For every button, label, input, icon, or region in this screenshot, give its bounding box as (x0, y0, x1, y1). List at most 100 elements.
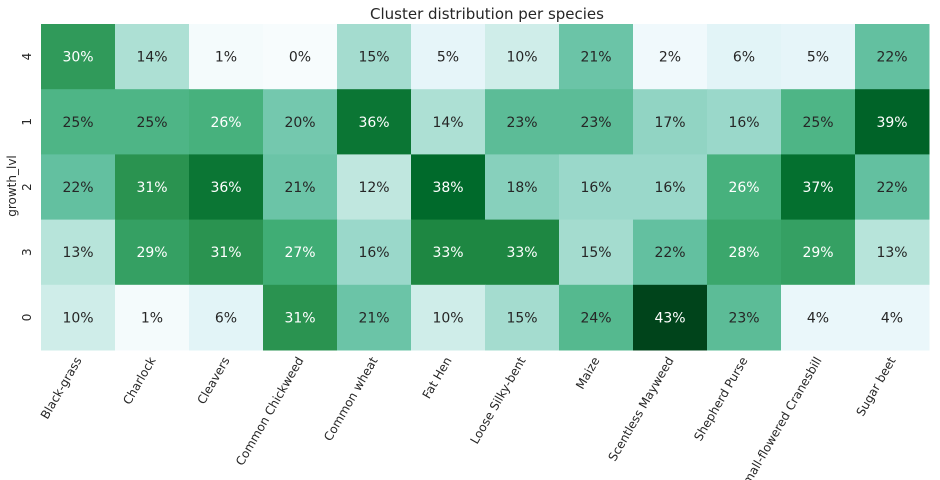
cell-value-label: 20% (284, 115, 315, 131)
x-tick-label: Sugar beet (853, 354, 898, 418)
cell-value-label: 4% (807, 310, 829, 326)
cell-value-label: 22% (876, 180, 907, 196)
cell-value-label: 36% (358, 115, 389, 131)
cell-value-label: 25% (802, 115, 833, 131)
y-tick-label: 4 (20, 53, 34, 61)
heatmap-cell (781, 24, 856, 90)
heatmap-cell (781, 154, 856, 221)
cell-value-label: 21% (284, 180, 315, 196)
heatmap-cell (189, 219, 264, 286)
y-tick-label: 0 (20, 314, 34, 322)
y-tick-labels: 4 1 2 3 0 (20, 53, 34, 321)
y-tick-label: 1 (20, 118, 34, 126)
cell-value-label: 37% (802, 180, 833, 196)
cell-value-label: 14% (432, 115, 463, 131)
cell-value-label: 33% (432, 245, 463, 261)
cell-value-label: 36% (210, 180, 241, 196)
cell-value-label: 15% (506, 310, 537, 326)
heatmap-cell (263, 284, 338, 351)
x-tick-label: Scentless Mayweed (605, 355, 676, 464)
cell-value-label: 24% (580, 310, 611, 326)
cell-value-label: 5% (437, 50, 459, 66)
heatmap-cell (263, 219, 338, 286)
heatmap-cell (559, 24, 634, 90)
heatmap-cell (707, 284, 782, 351)
cell-value-label: 25% (62, 115, 93, 131)
x-tick-label: Loose Silky-bent (467, 354, 528, 446)
cell-value-label: 16% (358, 245, 389, 261)
cell-value-label: 26% (728, 180, 759, 196)
cell-value-label: 31% (136, 180, 167, 196)
heatmap-cell (263, 89, 338, 155)
y-tick-label: 2 (20, 183, 34, 191)
x-tick-label: Shepherd Purse (691, 355, 750, 444)
cell-value-label: 10% (432, 310, 463, 326)
cell-value-label: 0% (289, 50, 311, 66)
heatmap-cell (189, 284, 264, 351)
cell-value-label: 23% (506, 115, 537, 131)
heatmap-cell (115, 89, 190, 155)
heatmap-cell (337, 24, 412, 90)
heatmap-cell (115, 24, 190, 90)
heatmap-cell (189, 89, 264, 155)
heatmap-cell (485, 24, 560, 90)
cell-value-label: 39% (876, 115, 907, 131)
cell-value-label: 26% (210, 115, 241, 131)
heatmap-cell (263, 154, 338, 221)
cell-value-label: 23% (728, 310, 759, 326)
cell-value-label: 2% (659, 50, 681, 66)
heatmap-cell (633, 219, 708, 286)
heatmap-cell (559, 154, 634, 221)
y-tick-label: 3 (20, 248, 34, 256)
cell-value-label: 4% (881, 310, 903, 326)
heatmap-cell (411, 219, 486, 286)
cell-value-label: 28% (728, 245, 759, 261)
heatmap-cell (337, 219, 412, 286)
cell-value-label: 30% (62, 50, 93, 66)
heatmap-cell (485, 284, 560, 351)
heatmap-cell (559, 284, 634, 351)
cell-value-label: 21% (580, 50, 611, 66)
heatmap-cell (41, 154, 116, 221)
x-tick-labels: Black-grass Charlock Cleavers Common Chickw… (38, 354, 899, 480)
cell-value-label: 16% (580, 180, 611, 196)
heatmap-cell (411, 154, 486, 221)
heatmap-cell (337, 89, 412, 155)
cell-value-label: 15% (358, 50, 389, 66)
x-tick-label: Fat Hen (420, 355, 455, 402)
heatmap-cell (115, 219, 190, 286)
cell-value-label: 13% (62, 245, 93, 261)
cell-value-label: 10% (506, 50, 537, 66)
heatmap-cell (781, 89, 856, 155)
heatmap-cell (633, 89, 708, 155)
heatmap-cell (337, 284, 412, 351)
heatmap-cell (485, 154, 560, 221)
heatmap-cell (115, 284, 190, 351)
cell-value-label: 22% (62, 180, 93, 196)
heatmap-cell (189, 24, 264, 90)
heatmap-cell (855, 24, 930, 90)
heatmap-cell (263, 24, 338, 90)
heatmap-cell (411, 24, 486, 90)
heatmap-cell (559, 89, 634, 155)
heatmap-cell (633, 24, 708, 90)
heatmap-cell (707, 89, 782, 155)
cell-value-label: 27% (284, 245, 315, 261)
x-tick-label: Charlock (120, 354, 158, 407)
heatmap-cell (411, 89, 486, 155)
cell-value-label: 23% (580, 115, 611, 131)
heatmap-cell (189, 154, 264, 221)
cell-value-label: 18% (506, 180, 537, 196)
cell-value-label: 38% (432, 180, 463, 196)
heatmap-cell (411, 284, 486, 351)
heatmap-cell (633, 154, 708, 221)
heatmap-cell (855, 154, 930, 221)
heatmap-cell (707, 219, 782, 286)
heatmap-cell (855, 89, 930, 155)
heatmap-cell (707, 24, 782, 90)
cell-value-label: 1% (215, 50, 237, 66)
x-tick-label: Maize (573, 355, 602, 392)
heatmap-cell (41, 89, 116, 155)
y-axis-label: growth_lvl (5, 155, 19, 217)
